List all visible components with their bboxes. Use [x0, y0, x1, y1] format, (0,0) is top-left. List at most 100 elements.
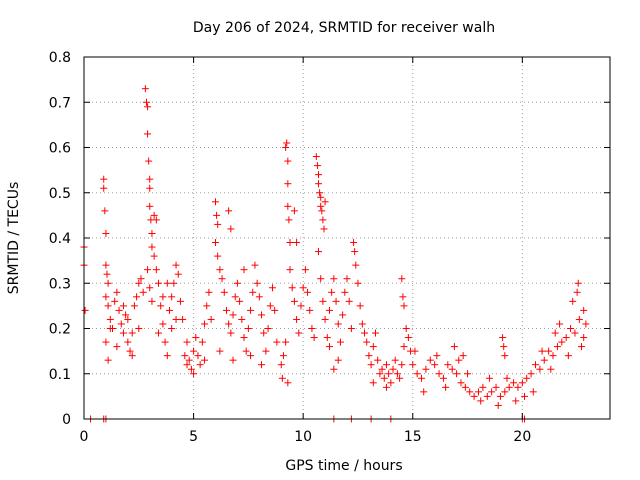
- data-point: [196, 361, 204, 369]
- data-point: [332, 297, 340, 305]
- data-point: [283, 139, 291, 147]
- data-point: [187, 365, 195, 373]
- data-point: [512, 397, 520, 405]
- data-point: [553, 343, 561, 351]
- data-point: [249, 288, 257, 296]
- data-point: [81, 306, 89, 314]
- data-point: [119, 302, 127, 310]
- data-point: [400, 302, 408, 310]
- data-point: [165, 306, 173, 314]
- data-point: [144, 130, 152, 138]
- data-point: [350, 239, 358, 247]
- data-point: [308, 325, 316, 332]
- data-point: [328, 288, 336, 296]
- data-point: [299, 284, 307, 292]
- data-point: [122, 311, 130, 319]
- data-point: [183, 361, 191, 369]
- data-point: [100, 175, 108, 183]
- data-point: [453, 370, 461, 378]
- data-point: [514, 383, 522, 391]
- data-point: [284, 157, 292, 165]
- data-point: [104, 302, 112, 310]
- data-point: [279, 352, 287, 360]
- data-point: [192, 334, 200, 342]
- axis-ticks: [83, 56, 610, 420]
- data-point: [426, 356, 434, 364]
- data-point: [459, 352, 467, 360]
- data-point: [413, 370, 421, 378]
- data-point: [183, 338, 191, 346]
- data-point: [161, 338, 169, 346]
- data-point: [501, 352, 509, 360]
- data-point: [431, 361, 439, 369]
- data-point: [286, 239, 294, 247]
- data-point: [227, 225, 235, 233]
- x-tick-labels: 0 5 10 15 20: [80, 429, 532, 445]
- data-point: [124, 315, 132, 323]
- data-point: [113, 343, 121, 351]
- data-point: [290, 207, 298, 215]
- data-point: [163, 352, 171, 360]
- data-point: [229, 311, 237, 319]
- data-point: [574, 279, 582, 287]
- data-point: [172, 315, 180, 323]
- data-point: [218, 275, 226, 283]
- data-point: [433, 352, 441, 360]
- data-point: [341, 288, 349, 296]
- data-point: [580, 306, 588, 314]
- y-tick-label: 0.7: [49, 95, 71, 111]
- y-tick-label: 0.6: [49, 141, 71, 157]
- data-point: [297, 302, 305, 310]
- data-point: [168, 325, 176, 332]
- data-point: [157, 302, 165, 310]
- data-point: [284, 379, 292, 387]
- data-point: [240, 266, 248, 274]
- data-point: [455, 356, 463, 364]
- data-point: [190, 347, 198, 355]
- data-point: [387, 379, 395, 387]
- data-point: [521, 392, 529, 400]
- data-point: [466, 388, 474, 396]
- data-point: [402, 325, 410, 332]
- data-point: [435, 370, 443, 378]
- data-point: [318, 207, 326, 215]
- data-point: [315, 171, 323, 179]
- data-point: [382, 361, 390, 369]
- data-point: [569, 297, 577, 305]
- data-point: [194, 352, 202, 360]
- data-point: [253, 279, 261, 287]
- x-tick-label: 20: [513, 429, 531, 445]
- data-point: [501, 388, 509, 396]
- data-point: [139, 288, 147, 296]
- data-point: [290, 297, 298, 305]
- data-point: [144, 103, 152, 111]
- data-point: [159, 320, 167, 328]
- data-point: [170, 279, 178, 287]
- data-point: [222, 306, 230, 314]
- data-point: [573, 288, 581, 296]
- data-point: [255, 293, 263, 301]
- data-point: [293, 239, 301, 247]
- data-point: [198, 338, 206, 346]
- x-tick-label: 15: [404, 429, 422, 445]
- data-point: [201, 356, 209, 364]
- data-point: [325, 343, 333, 351]
- data-point: [201, 320, 209, 328]
- data-point: [571, 329, 579, 337]
- data-point: [330, 365, 338, 373]
- data-point: [545, 347, 553, 355]
- data-point: [240, 334, 248, 342]
- data-point: [444, 361, 452, 369]
- data-point: [159, 293, 167, 301]
- gridlines: [84, 57, 610, 419]
- data-point: [155, 279, 163, 287]
- data-point: [225, 207, 233, 215]
- data-point: [567, 325, 575, 332]
- data-point: [380, 374, 388, 382]
- data-point: [580, 334, 588, 342]
- data-point: [503, 374, 511, 382]
- data-point: [150, 252, 158, 260]
- data-point: [376, 370, 384, 378]
- y-axis-label: SRMTID / TECUs: [6, 182, 22, 295]
- data-point: [229, 356, 237, 364]
